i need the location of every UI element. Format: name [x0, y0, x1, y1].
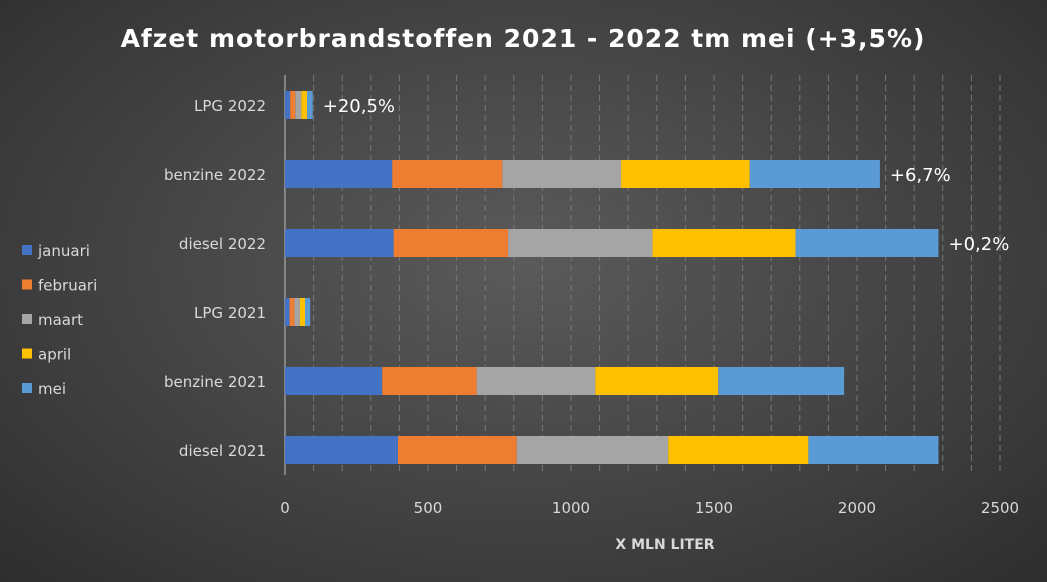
- bar-segment-januari: [285, 91, 291, 119]
- category-label: LPG 2022: [194, 97, 266, 115]
- bar-segment-maart: [516, 436, 669, 464]
- category-label: diesel 2021: [179, 442, 266, 460]
- legend-label: maart: [38, 311, 83, 329]
- bar-segment-maart: [502, 160, 622, 188]
- bar-annotation: +0,2%: [949, 234, 1010, 255]
- bar-segment-januari: [285, 436, 398, 464]
- bar-segment-februari: [289, 298, 295, 326]
- legend-swatch-maart: [22, 314, 32, 324]
- bar-segment-mei: [795, 229, 939, 257]
- bar-segment-mei: [749, 160, 880, 188]
- bar-segment-februari: [397, 436, 517, 464]
- bar-segment-mei: [808, 436, 939, 464]
- x-tick-label: 0: [280, 499, 290, 517]
- bar-segment-maart: [508, 229, 653, 257]
- bar-segment-mei: [307, 91, 313, 119]
- bar-segment-januari: [285, 229, 394, 257]
- category-label: diesel 2022: [179, 235, 266, 253]
- x-tick-label: 1000: [552, 499, 590, 517]
- x-tick-label: 500: [414, 499, 443, 517]
- bar-segment-april: [301, 91, 308, 119]
- x-tick-label: 2500: [981, 499, 1019, 517]
- bar-annotation: +20,5%: [323, 96, 395, 117]
- legend-swatch-januari: [22, 245, 32, 255]
- bar-segment-februari: [382, 367, 477, 395]
- bar-segment-april: [668, 436, 809, 464]
- bar-segment-mei: [305, 298, 311, 326]
- bar-segment-maart: [476, 367, 596, 395]
- legend-label: mei: [38, 380, 66, 398]
- category-label: benzine 2021: [164, 373, 266, 391]
- legend-label: april: [38, 346, 71, 364]
- bar-segment-april: [621, 160, 750, 188]
- legend-swatch-februari: [22, 279, 32, 290]
- category-label: LPG 2021: [194, 304, 266, 322]
- bar-segment-januari: [285, 367, 383, 395]
- bar-annotation: +6,7%: [890, 165, 951, 186]
- x-tick-label: 2000: [838, 499, 876, 517]
- legend-swatch-april: [22, 348, 32, 359]
- chart-title: Afzet motorbrandstoffen 2021 - 2022 tm m…: [121, 24, 926, 53]
- legend-swatch-mei: [22, 383, 32, 393]
- legend-label: februari: [38, 277, 97, 295]
- category-label: benzine 2022: [164, 166, 266, 184]
- x-tick-label: 1500: [695, 499, 733, 517]
- bar-segment-april: [595, 367, 719, 395]
- bar-segment-februari: [290, 91, 296, 119]
- legend-label: januari: [37, 242, 90, 260]
- x-axis-title: X MLN LITER: [615, 537, 714, 553]
- bar-segment-april: [299, 298, 306, 326]
- bar-segment-maart: [295, 91, 302, 119]
- bar-segment-april: [652, 229, 796, 257]
- bar-segment-januari: [285, 160, 393, 188]
- bar-segment-januari: [285, 298, 290, 326]
- bar-segment-februari: [392, 160, 503, 188]
- bar-segment-mei: [718, 367, 845, 395]
- bar-segment-maart: [294, 298, 300, 326]
- bar-segment-februari: [393, 229, 509, 257]
